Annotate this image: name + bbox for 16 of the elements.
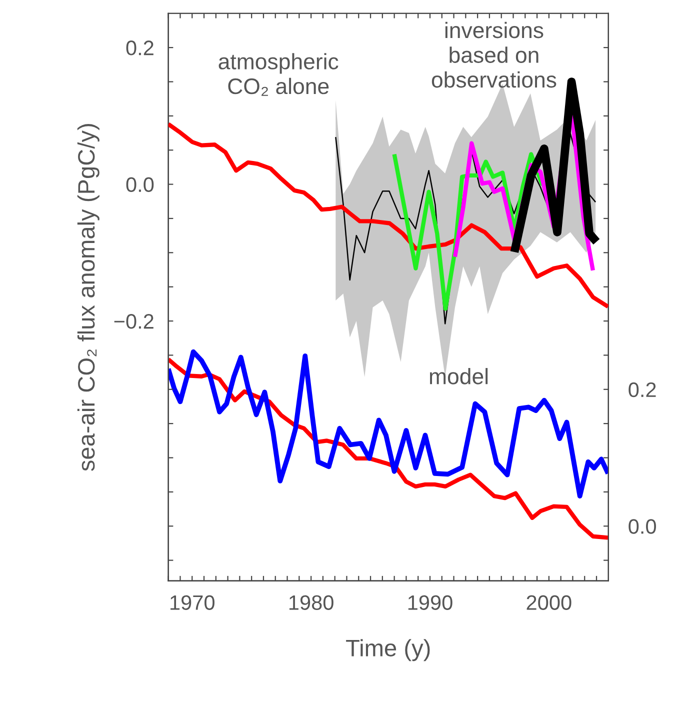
line-series [168,349,608,498]
y2-tick-label: 0.2 [628,382,656,398]
x-axis-title: Time (y) [346,639,430,662]
y-tick-label: 0.2 [126,40,154,56]
x-tick-label: 1970 [170,595,214,610]
y-tick-label: 0.0 [126,177,154,192]
x-tick-label: 2000 [526,595,572,610]
y2-tick-label: 0.0 [628,519,656,534]
y-tick-label: −0.2 [114,314,154,329]
x-tick-label: 1980 [289,595,334,610]
annotation: atmospheric CO₂ alone [218,53,338,96]
annotation: inversions based on observations [432,22,556,88]
y-axis-title: sea-air CO₂ flux anomaly (PgC/y) [77,124,100,471]
x-tick-label: 1990 [408,595,452,610]
line-series [168,122,608,309]
annotation: model [430,368,488,384]
